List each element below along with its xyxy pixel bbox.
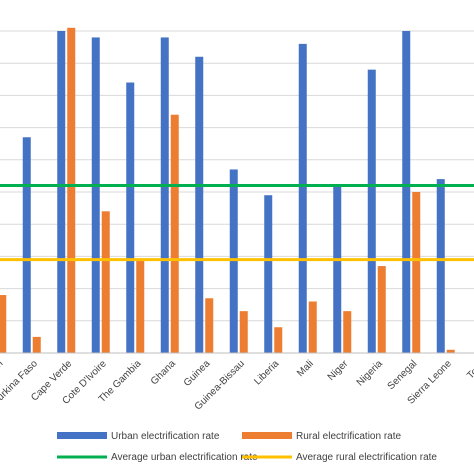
bar-urban-5 — [160, 37, 169, 353]
bar-urban-7 — [229, 169, 238, 353]
x-tick-label: Nigeria — [355, 358, 385, 388]
bar-rural-9 — [308, 301, 317, 353]
bar-rural-12 — [412, 192, 421, 353]
legend-label-urban: Urban electrification rate — [111, 431, 220, 442]
bar-rural-0 — [0, 295, 7, 353]
reference-lines — [0, 184, 474, 262]
x-tick-label: Benin — [0, 358, 5, 384]
x-tick-label: Liberia — [252, 358, 281, 387]
x-tick-label: Guinea — [182, 358, 213, 389]
bar-rural-11 — [377, 266, 386, 353]
bar-urban-8 — [264, 195, 273, 353]
bar-rural-8 — [274, 327, 283, 353]
bar-urban-3 — [91, 37, 100, 353]
bar-rural-7 — [239, 311, 248, 353]
bar-urban-2 — [57, 31, 66, 353]
x-tick-label: Ghana — [149, 358, 178, 387]
legend-label-avg-rural: Average rural electrification rate — [296, 452, 437, 463]
x-tick-label: Senegal — [386, 358, 420, 392]
bar-urban-6 — [195, 56, 204, 353]
bar-urban-9 — [298, 43, 307, 353]
legend-swatch-rural — [242, 432, 292, 439]
bar-rural-2 — [67, 27, 76, 354]
bar-rural-1 — [32, 336, 41, 353]
bar-rural-5 — [170, 114, 179, 353]
legend: Urban electrification rate Rural electri… — [57, 431, 437, 463]
bar-rural-4 — [136, 259, 145, 353]
bar-urban-4 — [126, 82, 135, 354]
bar-rural-10 — [343, 311, 352, 353]
x-tick-label: Mali — [295, 358, 316, 379]
legend-label-rural: Rural electrification rate — [296, 431, 401, 442]
x-tick-label: Niger — [326, 358, 351, 383]
bars — [0, 27, 455, 354]
legend-swatch-urban — [57, 432, 107, 439]
bar-rural-3 — [101, 211, 110, 353]
bar-urban-10 — [333, 185, 342, 353]
bar-urban-1 — [22, 137, 31, 353]
bar-urban-13 — [436, 179, 445, 353]
legend-label-avg-urban: Average urban electrification rate — [111, 452, 258, 463]
bar-urban-12 — [402, 31, 411, 353]
x-tick-label: Togo — [465, 358, 474, 381]
bar-rural-13 — [446, 349, 455, 353]
bar-rural-6 — [205, 298, 214, 353]
bar-urban-11 — [367, 69, 376, 353]
